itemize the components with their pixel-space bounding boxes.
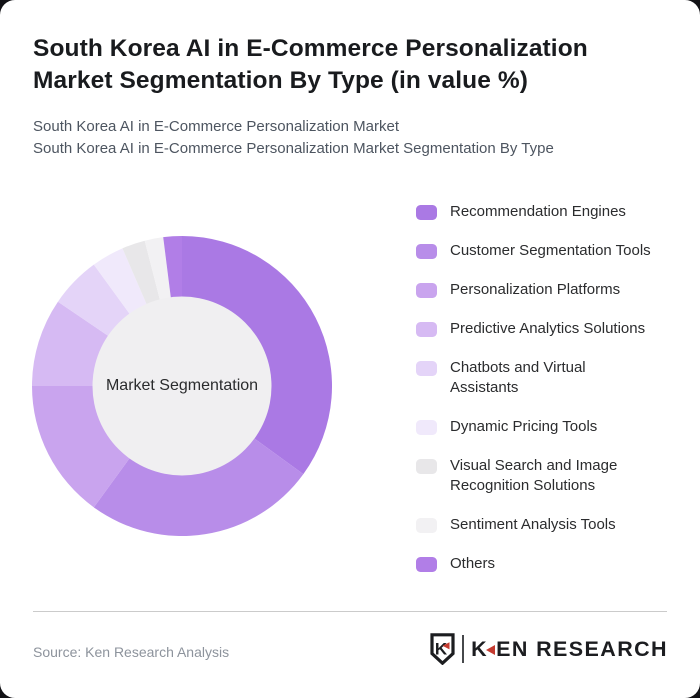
legend-swatch: [416, 517, 437, 533]
legend-item-1[interactable]: Customer Segmentation Tools: [416, 241, 651, 261]
brand-red-triangle-icon: [486, 645, 496, 655]
legend-label: Others: [450, 555, 496, 572]
subtitle-line-2: South Korea AI in E-Commerce Personaliza…: [33, 139, 554, 157]
page-title: South Korea AI in E-Commerce Personaliza…: [33, 35, 588, 94]
donut-chart: [32, 236, 332, 536]
subtitle-block: South Korea AI in E-Commerce Personaliza…: [33, 116, 554, 159]
legend-item-0[interactable]: Recommendation Engines: [416, 202, 651, 222]
donut-segment-6[interactable]: [122, 240, 160, 305]
brand-name-rest: EN RESEARCH: [496, 636, 668, 661]
donut-segment-0[interactable]: [182, 236, 332, 475]
logo-divider: [462, 635, 465, 663]
donut-center-circle: [92, 296, 272, 476]
brand-letter-k: K: [471, 636, 489, 661]
footer-divider: [33, 611, 667, 612]
donut-segment-1[interactable]: [93, 438, 304, 536]
legend-label: Dynamic Pricing Tools: [450, 418, 598, 435]
subtitle-line-1: South Korea AI in E-Commerce Personaliza…: [33, 118, 399, 135]
legend-label: Chatbots and Virtual Assistants: [450, 359, 586, 396]
donut-segment-5[interactable]: [93, 248, 147, 314]
donut-segment-2[interactable]: [32, 386, 130, 508]
donut-center-label: Market Segmentation: [105, 377, 259, 394]
legend-swatch: [416, 243, 437, 259]
legend-swatch: [416, 321, 437, 337]
legend-swatch: [416, 458, 437, 474]
legend-label: Sentiment Analysis Tools: [450, 516, 616, 533]
svg-text:K: K: [435, 640, 448, 659]
donut-segment-8[interactable]: [163, 236, 182, 298]
legend-swatch: [416, 204, 437, 220]
ken-research-shield-icon: K: [430, 633, 455, 665]
source-note: Source: Ken Research Analysis: [33, 644, 230, 660]
legend-item-4[interactable]: Chatbots and Virtual Assistants: [416, 358, 651, 398]
legend-label: Personalization Platforms: [450, 281, 621, 298]
brand-name: K EN RESEARCH: [471, 637, 668, 662]
legend-item-3[interactable]: Predictive Analytics Solutions: [416, 319, 651, 339]
legend-item-6[interactable]: Visual Search and Image Recognition Solut…: [416, 456, 651, 496]
legend: Recommendation Engines Customer Segmentat…: [416, 202, 651, 593]
legend-item-2[interactable]: Personalization Platforms: [416, 280, 651, 300]
donut-segment-4[interactable]: [57, 264, 130, 336]
legend-label: Recommendation Engines: [450, 203, 626, 220]
donut-segment-3[interactable]: [32, 301, 109, 386]
legend-label: Predictive Analytics Solutions: [450, 320, 646, 337]
ken-research-logo: K K EN RESEARCH: [430, 633, 668, 665]
legend-item-8[interactable]: Others: [416, 554, 651, 574]
donut-segment-7[interactable]: [144, 237, 171, 300]
legend-swatch: [416, 360, 437, 376]
legend-label: Customer Segmentation Tools: [450, 242, 651, 259]
legend-swatch: [416, 556, 437, 572]
legend-label: Visual Search and Image Recognition Solut…: [450, 457, 618, 494]
legend-swatch: [416, 282, 437, 298]
legend-item-5[interactable]: Dynamic Pricing Tools: [416, 417, 651, 437]
legend-swatch: [416, 419, 437, 435]
legend-item-7[interactable]: Sentiment Analysis Tools: [416, 515, 651, 535]
donut-chart-area: [32, 236, 332, 536]
